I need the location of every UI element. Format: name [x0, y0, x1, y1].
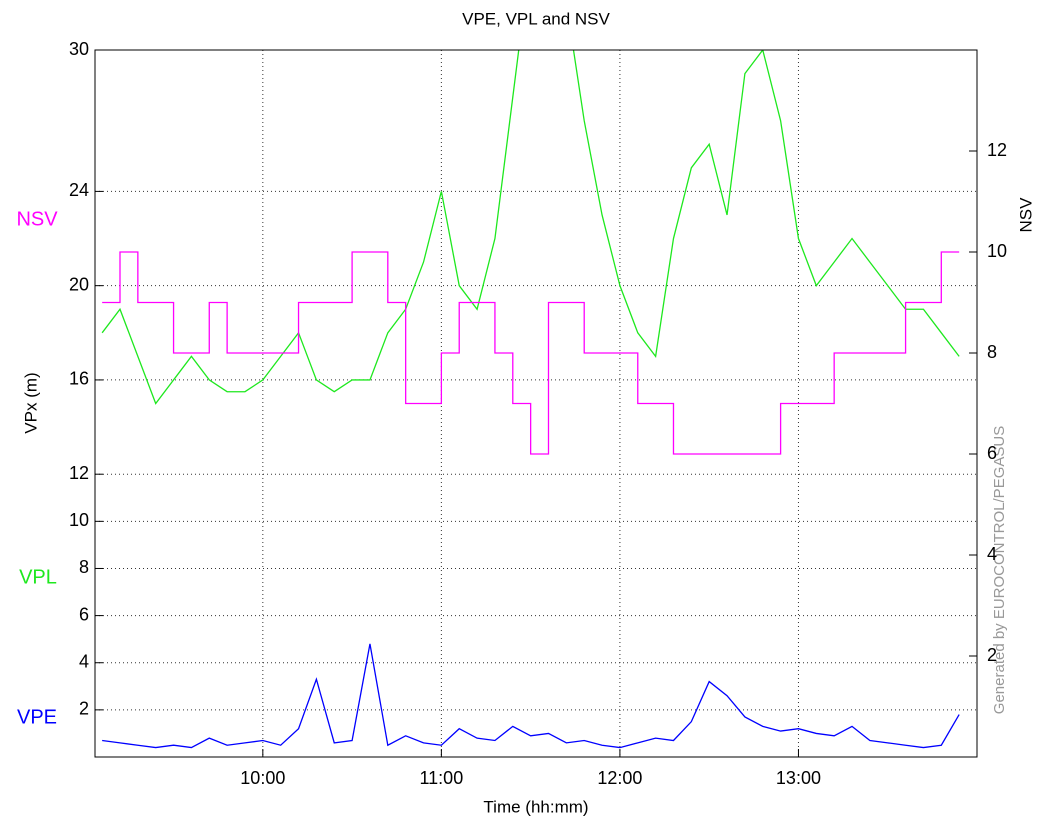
x-tick-label: 12:00 — [597, 768, 642, 788]
y-tick-label: 4 — [79, 651, 89, 671]
y-tick-label: 10 — [69, 510, 89, 530]
y-tick-label: 6 — [79, 604, 89, 624]
x-axis-label: Time (hh:mm) — [483, 797, 588, 816]
series-line — [102, 643, 960, 749]
x-tick-label: 13:00 — [776, 768, 821, 788]
y2-tick-label: 4 — [987, 544, 997, 564]
y2-axis-label: NSV — [1016, 197, 1035, 233]
series-layer — [101, 50, 960, 749]
series-label: VPE — [17, 706, 57, 728]
chart-title: VPE, VPL and NSV — [462, 9, 610, 28]
y-tick-label: 24 — [69, 180, 89, 200]
y2-tick-label: 12 — [987, 140, 1007, 160]
x-tick-label: 10:00 — [240, 768, 285, 788]
plot-frame — [94, 49, 978, 758]
y-axis-label: VPx (m) — [21, 372, 40, 433]
y2-tick-label: 2 — [987, 645, 997, 665]
y-tick-label: 20 — [69, 274, 89, 294]
y-tick-label: 30 — [69, 39, 89, 59]
y-tick-label: 2 — [79, 699, 89, 719]
y2-tick-label: 8 — [987, 342, 997, 362]
series-label: VPL — [19, 566, 57, 588]
y-tick-label: 12 — [69, 463, 89, 483]
y2-tick-label: 6 — [987, 443, 997, 463]
series-line — [101, 50, 960, 405]
watermark: Generated by EUROCONTROL/PEGASUS — [991, 426, 1008, 714]
x-tick-label: 11:00 — [420, 768, 464, 788]
y-tick-label: 16 — [69, 369, 89, 389]
series-line — [102, 251, 960, 455]
plot-area — [95, 50, 977, 757]
series-label: NSV — [16, 208, 58, 230]
y2-tick-label: 10 — [987, 241, 1007, 261]
y-tick-label: 8 — [79, 557, 89, 577]
